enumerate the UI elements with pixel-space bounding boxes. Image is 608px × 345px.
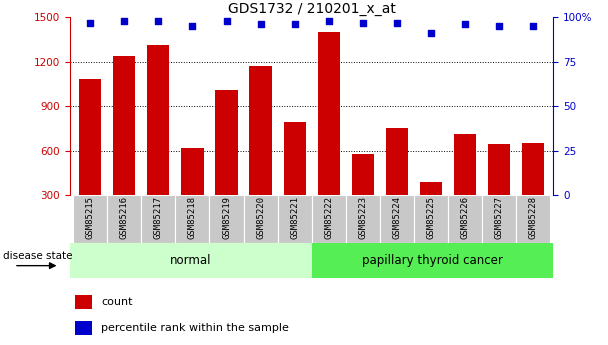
Point: [460, 22, 469, 27]
Bar: [317, 32, 340, 195]
Text: GSM85220: GSM85220: [256, 196, 265, 239]
Bar: [210, 195, 244, 243]
Bar: [278, 195, 311, 243]
Bar: [311, 243, 553, 278]
Bar: [385, 128, 408, 195]
Bar: [283, 122, 306, 195]
Point: [323, 18, 333, 23]
Bar: [108, 195, 142, 243]
Bar: [70, 243, 311, 278]
Text: count: count: [102, 297, 133, 307]
Bar: [345, 195, 379, 243]
Bar: [79, 79, 102, 195]
Bar: [351, 154, 374, 195]
Text: GSM85215: GSM85215: [86, 196, 95, 239]
Bar: [522, 143, 544, 195]
Point: [358, 20, 367, 25]
Point: [426, 30, 435, 36]
Bar: [413, 195, 447, 243]
Text: percentile rank within the sample: percentile rank within the sample: [102, 323, 289, 333]
Text: GSM85222: GSM85222: [324, 196, 333, 239]
Bar: [74, 195, 108, 243]
Bar: [454, 134, 476, 195]
Bar: [147, 46, 170, 195]
Bar: [75, 295, 92, 309]
Text: normal: normal: [170, 254, 212, 267]
Text: GSM85219: GSM85219: [222, 196, 231, 239]
Text: GSM85218: GSM85218: [188, 196, 197, 239]
Point: [120, 18, 130, 23]
Bar: [420, 181, 442, 195]
Point: [86, 20, 95, 25]
Text: GSM85216: GSM85216: [120, 196, 129, 239]
Point: [290, 22, 300, 27]
Bar: [482, 195, 516, 243]
Text: disease state: disease state: [3, 252, 72, 261]
Bar: [516, 195, 550, 243]
Point: [256, 22, 266, 27]
Text: GSM85221: GSM85221: [290, 196, 299, 239]
Point: [154, 18, 164, 23]
Bar: [311, 195, 345, 243]
Bar: [215, 90, 238, 195]
Text: GSM85228: GSM85228: [528, 196, 537, 239]
Title: GDS1732 / 210201_x_at: GDS1732 / 210201_x_at: [227, 2, 396, 16]
Text: GSM85224: GSM85224: [392, 196, 401, 239]
Point: [188, 23, 198, 29]
Point: [494, 23, 503, 29]
Bar: [113, 56, 136, 195]
Text: GSM85227: GSM85227: [494, 196, 503, 239]
Bar: [379, 195, 413, 243]
Bar: [142, 195, 176, 243]
Text: GSM85226: GSM85226: [460, 196, 469, 239]
Text: GSM85217: GSM85217: [154, 196, 163, 239]
Text: GSM85225: GSM85225: [426, 196, 435, 239]
Point: [392, 20, 401, 25]
Text: papillary thyroid cancer: papillary thyroid cancer: [362, 254, 503, 267]
Point: [222, 18, 232, 23]
Bar: [488, 144, 510, 195]
Bar: [244, 195, 278, 243]
Point: [528, 23, 537, 29]
Text: GSM85223: GSM85223: [358, 196, 367, 239]
Bar: [75, 321, 92, 335]
Bar: [447, 195, 482, 243]
Bar: [249, 66, 272, 195]
Bar: [181, 148, 204, 195]
Bar: [176, 195, 210, 243]
